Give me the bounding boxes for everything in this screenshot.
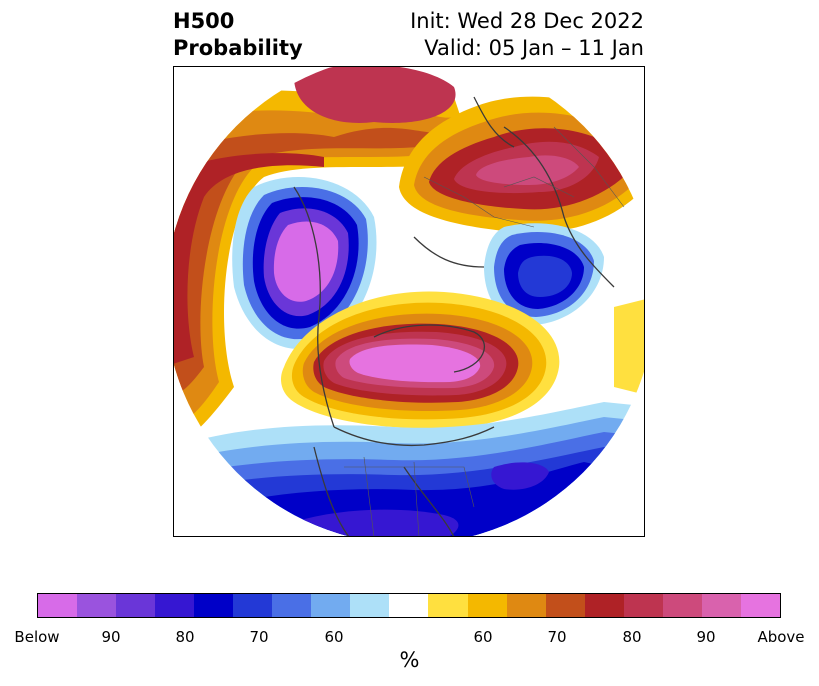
- colorbar-unit-label: %: [399, 648, 420, 672]
- colorbar-swatch: [623, 594, 663, 617]
- colorbar-swatch: [272, 594, 312, 617]
- colorbar-tick-label: 70: [249, 628, 269, 646]
- colorbar-swatch: [116, 594, 156, 617]
- chart-title: H500 Probability: [173, 8, 303, 62]
- colorbar-tick-labels: Below 90 80 70 60 60 70 80 90 Above: [0, 628, 819, 646]
- colorbar-swatch: [740, 594, 780, 617]
- colorbar-swatch: [701, 594, 741, 617]
- colorbar-swatch: [350, 594, 390, 617]
- colorbar-swatch: [38, 594, 78, 617]
- colorbar-tick-label: 60: [473, 628, 493, 646]
- colorbar-swatch: [662, 594, 702, 617]
- colorbar-swatch: [389, 594, 429, 617]
- init-date-label: Init: Wed 28 Dec 2022: [410, 9, 644, 33]
- colorbar-tick-label: 70: [547, 628, 567, 646]
- colorbar-swatch: [194, 594, 234, 617]
- title-variable: H500: [173, 9, 235, 33]
- colorbar-swatch: [467, 594, 507, 617]
- colorbar-swatch: [155, 594, 195, 617]
- colorbar-swatch: [77, 594, 117, 617]
- colorbar-tick-label: 80: [622, 628, 642, 646]
- colorbar-swatch: [545, 594, 585, 617]
- colorbar-swatch: [584, 594, 624, 617]
- map-canvas: [174, 67, 644, 536]
- colorbar-swatch: [506, 594, 546, 617]
- colorbar: [37, 593, 781, 618]
- date-info: Init: Wed 28 Dec 2022 Valid: 05 Jan – 11…: [410, 8, 644, 62]
- colorbar-tick-label: Above: [757, 628, 805, 646]
- probability-map: [173, 66, 645, 537]
- probability-field: [174, 67, 644, 536]
- colorbar-tick-label: 90: [101, 628, 121, 646]
- colorbar-tick-label: 90: [696, 628, 716, 646]
- colorbar-tick-label: 60: [324, 628, 344, 646]
- valid-date-label: Valid: 05 Jan – 11 Jan: [424, 36, 644, 60]
- colorbar-tick-label: 80: [175, 628, 195, 646]
- colorbar-swatch: [311, 594, 351, 617]
- title-probability: Probability: [173, 36, 303, 60]
- borders: [344, 126, 625, 536]
- colorbar-tick-label: Below: [14, 628, 60, 646]
- colorbar-swatch: [233, 594, 273, 617]
- coastlines: [293, 96, 615, 536]
- colorbar-swatch: [428, 594, 468, 617]
